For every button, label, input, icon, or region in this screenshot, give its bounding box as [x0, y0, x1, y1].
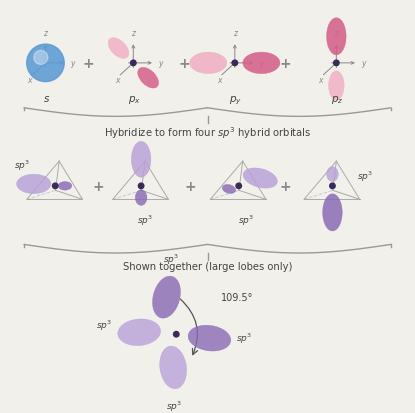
Text: z: z: [44, 29, 47, 38]
Text: +: +: [280, 57, 291, 71]
Text: $sp^3$: $sp^3$: [357, 169, 374, 184]
Ellipse shape: [132, 142, 151, 178]
Text: z: z: [233, 29, 237, 38]
Circle shape: [138, 184, 144, 189]
Text: $p_y$: $p_y$: [229, 94, 242, 107]
Text: x: x: [28, 76, 32, 85]
Circle shape: [131, 61, 136, 66]
Text: $p_x$: $p_x$: [127, 94, 141, 106]
Circle shape: [236, 184, 242, 189]
Circle shape: [334, 61, 339, 66]
Text: $sp^3$: $sp^3$: [95, 318, 112, 332]
Ellipse shape: [243, 53, 280, 74]
Ellipse shape: [153, 276, 181, 318]
Ellipse shape: [323, 195, 342, 231]
Circle shape: [173, 332, 179, 337]
Ellipse shape: [327, 167, 338, 182]
Text: $sp^3$: $sp^3$: [166, 399, 183, 413]
Text: y: y: [70, 59, 75, 68]
Text: +: +: [93, 179, 104, 193]
Circle shape: [330, 184, 335, 189]
Text: x: x: [217, 76, 222, 85]
Ellipse shape: [138, 68, 159, 89]
Ellipse shape: [17, 175, 51, 194]
Ellipse shape: [118, 319, 161, 346]
Text: y: y: [361, 59, 366, 68]
Ellipse shape: [188, 325, 231, 351]
Ellipse shape: [190, 53, 227, 74]
Text: z: z: [131, 29, 135, 38]
Text: $p_z$: $p_z$: [331, 94, 343, 106]
Ellipse shape: [327, 19, 346, 56]
Text: y: y: [158, 59, 162, 68]
Text: Shown together (large lobes only): Shown together (large lobes only): [123, 261, 292, 271]
Text: $sp^3$: $sp^3$: [164, 252, 180, 266]
Text: x: x: [319, 76, 323, 85]
Text: +: +: [184, 179, 196, 193]
Text: 109.5°: 109.5°: [221, 292, 254, 302]
Text: $s$: $s$: [43, 94, 50, 104]
Text: $sp^3$: $sp^3$: [14, 158, 30, 172]
Text: y: y: [259, 59, 264, 68]
Circle shape: [27, 45, 64, 83]
Text: $sp^3$: $sp^3$: [238, 214, 255, 228]
Text: Hybridize to form four $sp^3$ hybrid orbitals: Hybridize to form four $sp^3$ hybrid orb…: [104, 125, 311, 140]
Ellipse shape: [329, 72, 344, 101]
Ellipse shape: [222, 185, 236, 194]
Circle shape: [52, 184, 58, 189]
Text: x: x: [115, 76, 120, 85]
Ellipse shape: [135, 190, 147, 206]
Text: $sp^3$: $sp^3$: [236, 331, 252, 346]
Text: $sp^3$: $sp^3$: [137, 214, 153, 228]
Text: +: +: [83, 57, 94, 71]
Circle shape: [34, 51, 48, 65]
Text: z: z: [334, 29, 338, 38]
Ellipse shape: [108, 38, 129, 59]
Ellipse shape: [243, 169, 277, 189]
Ellipse shape: [58, 182, 72, 191]
Circle shape: [232, 61, 237, 66]
Ellipse shape: [160, 346, 187, 389]
Text: +: +: [280, 179, 291, 193]
Text: +: +: [178, 57, 190, 71]
